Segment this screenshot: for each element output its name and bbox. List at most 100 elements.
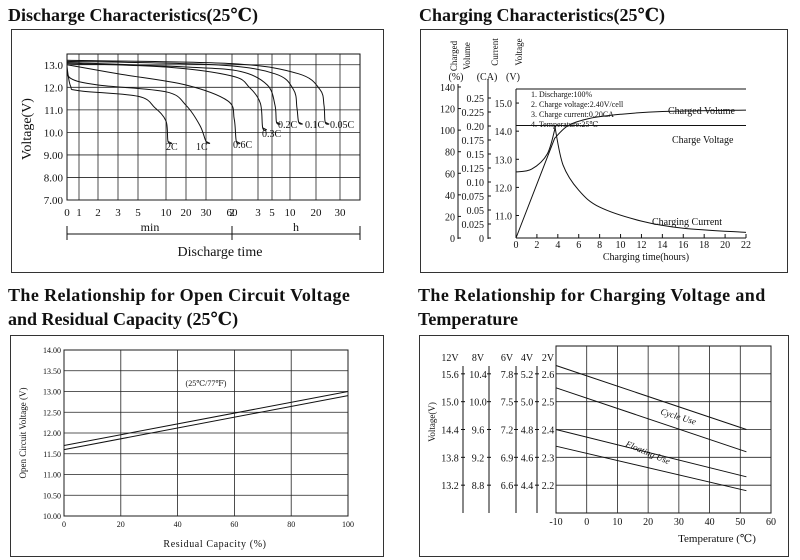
temp-heading-line2: Temperature [418,309,518,329]
temp-y-tick-12V: 15.0 [441,398,459,409]
temp-series-floating-use [555,445,747,492]
temp-x-tick: 10 [612,517,622,528]
ocv-x-tick: 60 [230,520,238,529]
charging-volume-header: Volume [462,42,472,70]
charging-current-tick: 0.075 [462,192,485,203]
discharge-x-tick-min: 20 [181,207,193,219]
charging-current-tick: 0.20 [467,122,485,133]
temp-y-tick-2V: 2.5 [542,398,555,409]
temp-y-tick-2V: 2.6 [542,370,555,381]
charging-series-label: Charging Current [652,217,722,228]
discharge-x-tick-h: 30 [335,207,347,219]
discharge-heading: Discharge Characteristics(25℃) [8,5,258,25]
discharge-series-0.05C [66,59,330,125]
discharge-x-tick-h: 2 [229,207,235,219]
charging-current-tick: 0 [479,234,484,245]
discharge-y-tick: 9.00 [44,150,64,162]
discharge-series-cutoff [205,140,211,144]
temp-y-tick-4V: 5.0 [521,398,534,409]
temp-column-header: 8V [472,353,485,364]
discharge-series-cutoff [262,127,267,131]
discharge-series-cutoff [167,140,173,144]
ocv-y-label: Open Circuit Voltage (V) [18,388,28,479]
discharge-series-0.2C [66,62,281,125]
discharge-series-1C [66,65,211,144]
discharge-y-tick: 7.00 [44,195,64,207]
temp-x-tick: 40 [705,517,715,528]
charging-x-tick: 22 [741,240,751,251]
temp-series-cycle-use [555,387,747,453]
ocv-x-tick: 40 [174,520,182,529]
discharge-series-cutoff [236,140,241,144]
temp-y-tick-6V: 7.5 [501,398,514,409]
charging-voltage-tick: 15.0 [495,99,513,110]
temp-x-label: Temperature (℃) [678,533,756,545]
temp-y-tick-12V: 13.8 [441,453,459,464]
charging-current-tick: 0.175 [462,136,485,147]
ocv-panel [10,335,384,557]
temp-y-label: Voltage(V) [427,402,437,442]
discharge-x-tick-h: 10 [285,207,297,219]
ocv-y-tick: 10.00 [43,512,61,521]
discharge-x-tick-min: 5 [135,207,141,219]
temp-y-tick-6V: 7.2 [501,426,514,437]
charging-x-tick: 12 [636,240,646,251]
ocv-y-tick: 12.50 [43,408,61,417]
ocv-series-lower [63,395,349,451]
charging-chart: 0 2 4 6 8 10 12 14 16 18 20 22 Charging time(hours) 1… [440,38,751,263]
charging-series-charged-volume [515,109,747,239]
temp-x-tick: -10 [549,517,562,528]
discharge-group-h: h [293,220,299,234]
temperature-panel [419,335,789,557]
ocv-series-upper [63,391,349,446]
charging-series-charge-voltage [515,125,746,173]
discharge-series-label-2C: 2C [166,142,178,153]
discharge-x-tick-min: 1 [76,207,82,219]
charging-current-tick: 0.10 [467,178,485,189]
charging-volume-tick: 120 [440,105,455,116]
charging-note: 3. Charge current:0.20CA [531,110,614,119]
temp-y-tick-6V: 6.9 [501,453,514,464]
temp-y-tick-8V: 9.6 [472,426,485,437]
charging-voltage-tick: 14.0 [495,127,513,138]
charging-current-tick: 0.225 [462,108,485,119]
charging-current-unit: (CA) [477,72,498,83]
ocv-heading-line1: The Relationship for Open Circuit Voltag… [8,285,351,305]
discharge-x-tick-min: 0 [64,207,70,219]
temp-x-tick: 60 [766,517,776,528]
charging-current-tick: 0.125 [462,164,485,175]
temp-series-label: Floating Use [623,438,671,466]
discharge-series-label-0.3C: 0.3C [262,129,282,140]
discharge-series-0.6C [66,64,241,145]
temp-series-floating-use [555,429,747,478]
ocv-y-tick: 12.00 [43,429,61,438]
temp-y-tick-2V: 2.2 [542,481,555,492]
temp-column-header: 6V [501,353,514,364]
ocv-heading-line2: and Residual Capacity (25℃) [8,309,239,329]
discharge-x-label: Discharge time [178,245,263,260]
ocv-x-tick: 100 [342,520,354,529]
charging-voltage-tick: 13.0 [495,155,513,166]
charging-volume-tick: 20 [445,212,455,223]
discharge-x-tick-h: 3 [255,207,261,219]
charging-volume-tick: 80 [445,148,455,159]
charging-current-tick: 0.15 [467,150,485,161]
charging-volume-tick: 60 [445,169,455,180]
temp-column-header: 4V [521,353,534,364]
temp-x-tick: 30 [674,517,684,528]
ocv-x-label: Residual Capacity (%) [163,539,266,550]
ocv-y-tick: 11.00 [43,471,61,480]
ocv-y-tick: 13.50 [43,367,61,376]
temp-y-tick-4V: 4.8 [521,426,534,437]
discharge-x-tick-min: 10 [161,207,173,219]
charging-x-tick: 14 [657,240,667,251]
discharge-series-0.3C [66,63,267,131]
charging-voltage-unit: (V) [506,72,520,83]
discharge-series-label-0.1C: 0.1C [305,120,325,131]
ocv-y-tick: 10.50 [43,491,61,500]
discharge-x-tick-h: 5 [269,207,275,219]
charging-x-label: Charging time(hours) [603,252,689,263]
temp-y-tick-12V: 13.2 [441,481,459,492]
